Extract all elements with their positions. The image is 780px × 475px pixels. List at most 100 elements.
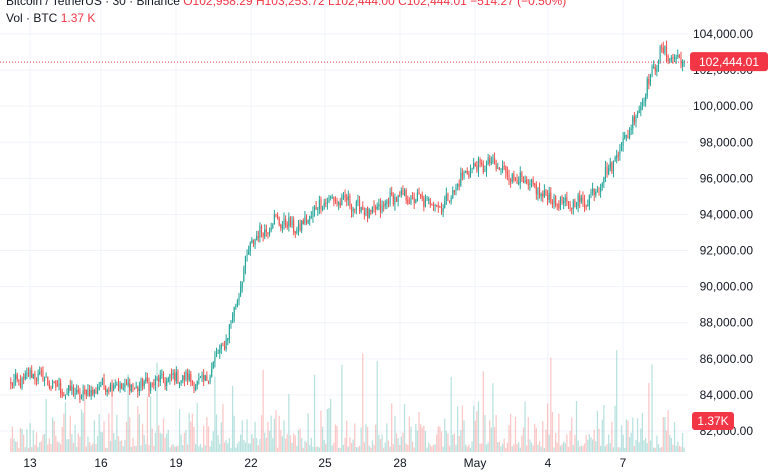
candle-body <box>47 377 49 385</box>
volume-bar <box>225 440 227 452</box>
volume-bar <box>452 434 454 452</box>
candle-body <box>167 378 169 382</box>
candle-body <box>267 232 269 235</box>
volume-bar <box>339 447 341 452</box>
candle-body <box>285 218 287 226</box>
candle-body <box>291 219 293 226</box>
time-tick-label: 13 <box>23 456 37 470</box>
candle-body <box>243 268 245 282</box>
candle-body <box>117 384 120 389</box>
volume-label[interactable]: Vol · BTC <box>6 11 58 25</box>
volume-bar <box>419 424 422 452</box>
price-axis[interactable]: 104,000.00102,000.00100,000.0098,000.009… <box>688 0 780 470</box>
volume-bar <box>194 444 197 452</box>
volume-bar <box>511 446 513 452</box>
volume-bar <box>598 428 600 452</box>
candle-body <box>564 197 566 201</box>
candle-body <box>532 179 534 185</box>
volume-bar <box>119 440 121 452</box>
volume-bar <box>497 442 499 452</box>
volume-bar <box>267 422 269 452</box>
volume-bar <box>426 447 428 452</box>
volume-bar <box>501 443 504 452</box>
volume-bar <box>526 445 528 452</box>
volume-bar <box>69 415 71 452</box>
volume-bar <box>185 429 187 452</box>
candle-body <box>487 157 489 164</box>
candle-body <box>575 205 578 207</box>
candle-body <box>463 171 465 177</box>
volume-bar <box>129 417 131 452</box>
candle-body <box>15 374 17 380</box>
candle-body <box>148 382 150 392</box>
candle-body <box>215 353 218 358</box>
volume-bar <box>386 423 388 452</box>
candle-body <box>645 95 647 102</box>
volume-bar <box>672 444 674 452</box>
volume-bar <box>487 442 489 452</box>
candle-body <box>558 203 560 209</box>
volume-bar <box>617 447 619 452</box>
candle-body <box>555 195 557 205</box>
volume-bar <box>341 364 343 452</box>
volume-bar <box>350 442 353 452</box>
candle-body <box>133 387 136 389</box>
candle-body <box>203 375 205 381</box>
candle-body <box>80 395 83 400</box>
volume-bar <box>191 413 194 452</box>
volume-bar <box>657 444 660 452</box>
volume-bar <box>553 447 555 452</box>
volume-bar <box>611 421 613 452</box>
volume-bar <box>529 439 531 452</box>
volume-bar <box>428 442 430 452</box>
candle-body <box>249 243 251 252</box>
volume-bar <box>407 444 409 452</box>
candle-body <box>522 177 525 183</box>
volume-bar <box>548 434 550 452</box>
volume-bar <box>80 409 83 452</box>
volume-bar <box>215 414 218 452</box>
volume-bar <box>604 446 607 452</box>
candle-body <box>498 167 500 171</box>
candle-body <box>63 395 65 397</box>
candle-body <box>209 376 211 383</box>
candle-body <box>481 162 483 165</box>
volume-bar <box>383 447 385 452</box>
volume-bar <box>387 440 390 452</box>
candle-body <box>19 380 22 388</box>
candle-body <box>453 190 455 193</box>
volume-bar <box>77 433 79 452</box>
volume-bar <box>564 443 566 452</box>
volume-bar <box>252 438 255 452</box>
candle-body <box>646 79 648 96</box>
candle-body <box>305 216 308 224</box>
volume-bar <box>559 445 562 452</box>
candle-body <box>235 306 237 308</box>
volume-bar <box>331 445 333 452</box>
candle-body <box>244 256 247 269</box>
symbol-name[interactable]: Bitcoin / TetherUS · 30 · Binance <box>6 0 180 8</box>
candle-body <box>484 171 486 173</box>
candle-body <box>158 378 160 382</box>
candle-body <box>354 208 356 210</box>
time-axis[interactable]: 13 16 19 22 25 28 May 4 7 <box>0 453 688 470</box>
candle-body <box>272 224 274 228</box>
candle-body <box>561 196 563 203</box>
candle-body <box>27 373 30 376</box>
candle-body <box>220 344 222 350</box>
candle-body <box>175 371 177 382</box>
volume-bar <box>145 443 147 452</box>
volume-bar <box>71 434 73 452</box>
volume-bar <box>294 435 296 452</box>
candle-body <box>265 229 267 233</box>
candle-body <box>198 378 200 381</box>
time-tick-label: 4 <box>545 456 552 470</box>
candle-body <box>313 207 316 212</box>
volume-bar <box>456 406 459 452</box>
candle-body <box>367 208 369 218</box>
volume-bar <box>42 434 44 452</box>
volume-bar <box>137 406 139 452</box>
volume-bar <box>329 398 332 452</box>
